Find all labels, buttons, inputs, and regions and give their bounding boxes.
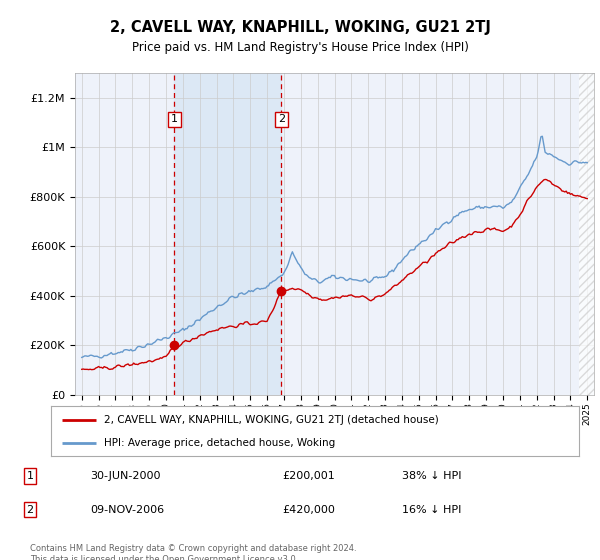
Text: 30-JUN-2000: 30-JUN-2000 [90, 471, 161, 481]
Text: 2, CAVELL WAY, KNAPHILL, WOKING, GU21 2TJ (detached house): 2, CAVELL WAY, KNAPHILL, WOKING, GU21 2T… [104, 414, 439, 424]
Text: 16% ↓ HPI: 16% ↓ HPI [402, 505, 461, 515]
Text: £420,000: £420,000 [282, 505, 335, 515]
Text: 2: 2 [278, 114, 285, 124]
Text: HPI: Average price, detached house, Woking: HPI: Average price, detached house, Woki… [104, 438, 335, 448]
Text: 2, CAVELL WAY, KNAPHILL, WOKING, GU21 2TJ: 2, CAVELL WAY, KNAPHILL, WOKING, GU21 2T… [110, 20, 490, 35]
Bar [175, 73, 281, 395]
Text: 1: 1 [26, 471, 34, 481]
Text: 38% ↓ HPI: 38% ↓ HPI [402, 471, 461, 481]
Bar [579, 73, 594, 395]
Text: 09-NOV-2006: 09-NOV-2006 [90, 505, 164, 515]
Text: Price paid vs. HM Land Registry's House Price Index (HPI): Price paid vs. HM Land Registry's House … [131, 41, 469, 54]
Text: 1: 1 [171, 114, 178, 124]
Text: £200,001: £200,001 [282, 471, 335, 481]
Text: 2: 2 [26, 505, 34, 515]
Text: Contains HM Land Registry data © Crown copyright and database right 2024.
This d: Contains HM Land Registry data © Crown c… [30, 544, 356, 560]
